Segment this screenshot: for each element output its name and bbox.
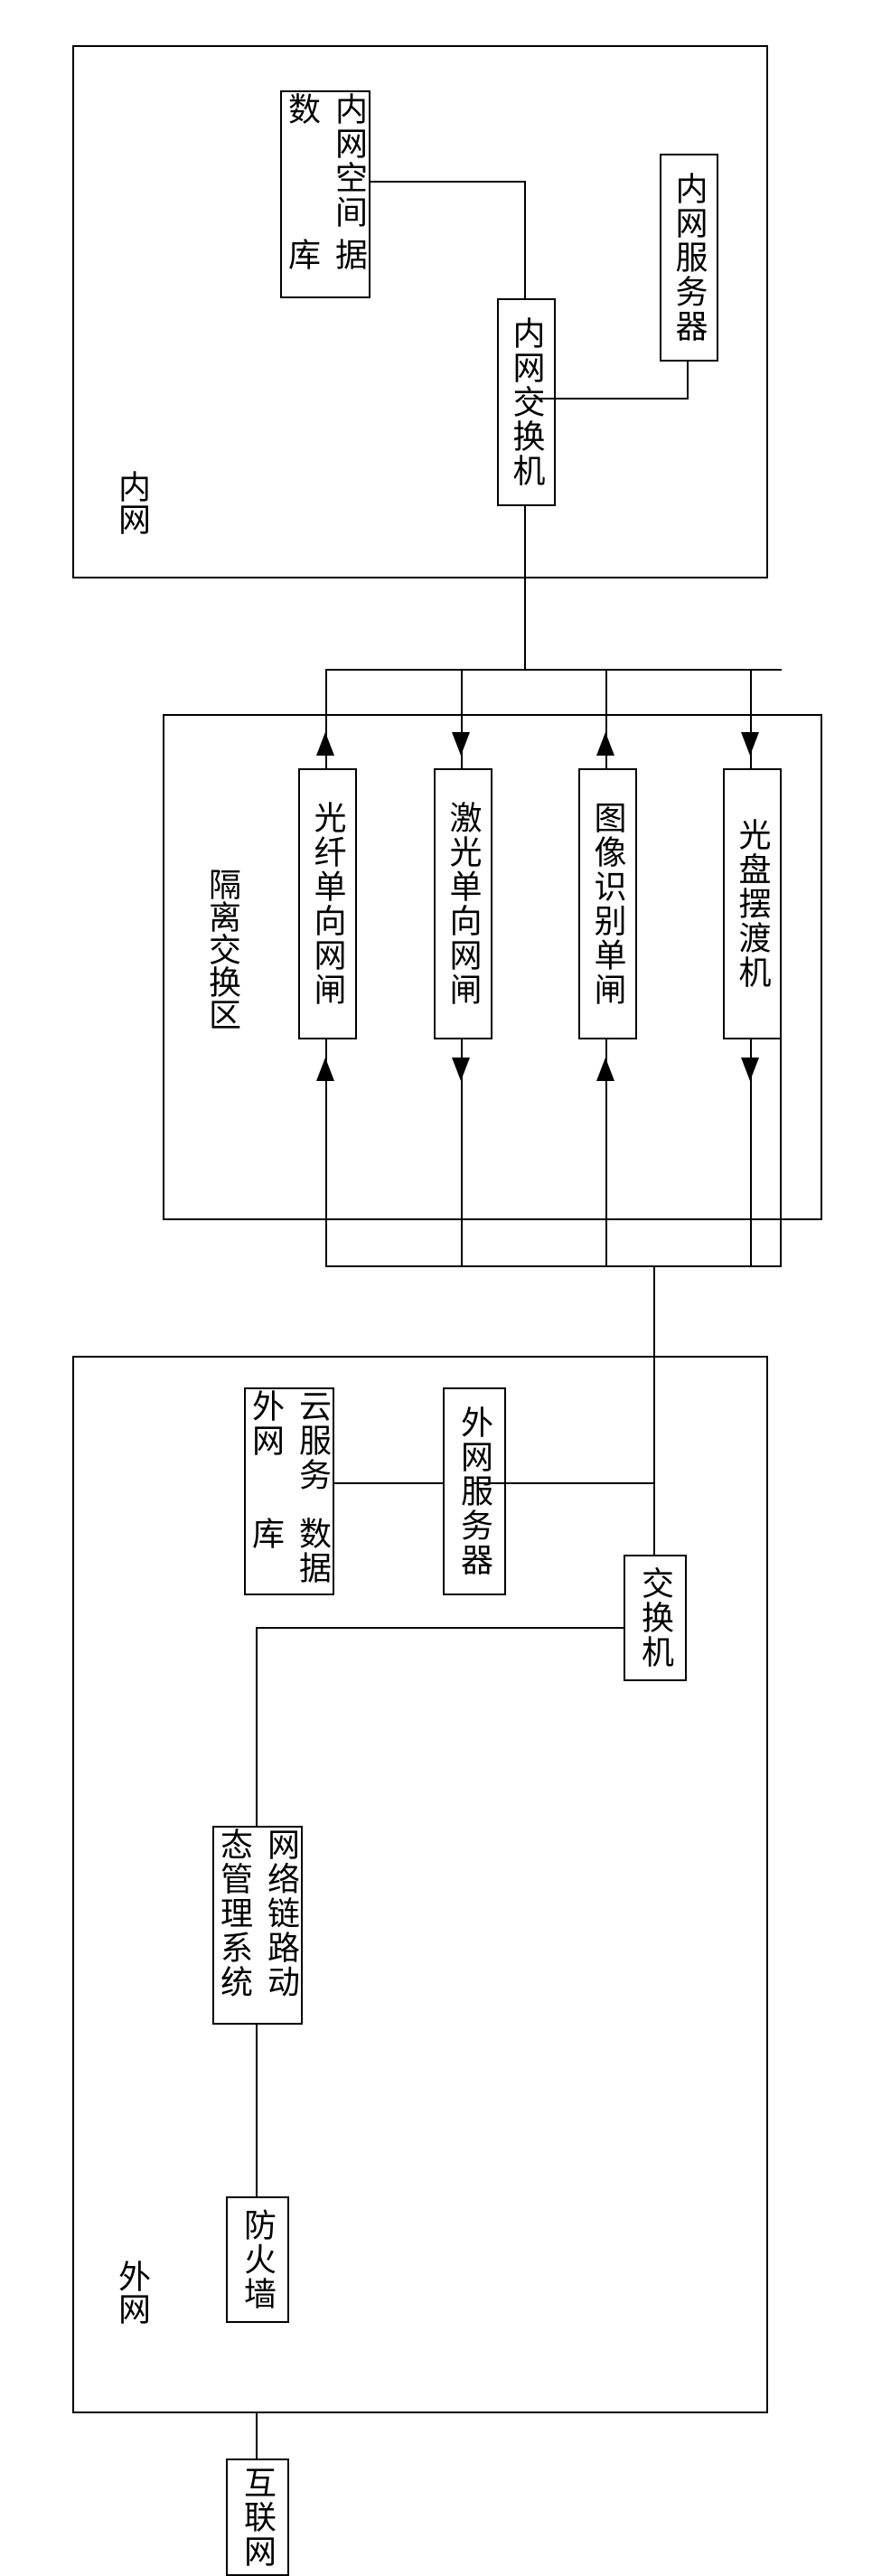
internal-zone-label: 内网 xyxy=(108,470,155,535)
line-extserver-h xyxy=(473,1482,655,1484)
fiber-arrow-bot xyxy=(316,732,334,756)
ext-server-node: 外网服务器 xyxy=(443,1387,506,1595)
line-switch-to-isolation xyxy=(653,1265,655,1555)
firewall-node: 防火墙 xyxy=(226,2196,289,2323)
isolation-bottom-bus xyxy=(325,1265,782,1267)
isolation-top-bus xyxy=(325,669,782,671)
cloud-db-node: 云服务外网数据库 xyxy=(244,1387,334,1595)
line-linkmgmt-toswitch-h xyxy=(256,1627,624,1629)
isolation-zone-label: 隔离交换区 xyxy=(199,868,246,1030)
link-mgmt-node: 网络链路动态管理系统 xyxy=(212,1826,303,2025)
external-zone-border xyxy=(72,1356,768,2413)
external-zone-label: 外网 xyxy=(108,2260,155,2325)
fiber-arrow-top xyxy=(316,1058,334,1081)
line-intswitch-intserver-h xyxy=(524,398,687,400)
line-intdb-down xyxy=(524,181,526,298)
img-arrow-top xyxy=(596,732,614,756)
internet-node: 互联网 xyxy=(226,2458,289,2576)
laser-gate-node: 激光单向网闸 xyxy=(434,768,492,1039)
img-gate-node: 图像识别单闸 xyxy=(578,768,637,1039)
line-internet-firewall xyxy=(256,2413,258,2458)
laser-arrow-top xyxy=(452,732,470,756)
line-intdb-h xyxy=(370,181,526,183)
int-server-node: 内网服务器 xyxy=(660,154,718,362)
disc-arrow-top xyxy=(741,732,759,756)
disc-arrow-bot xyxy=(741,1058,759,1081)
line-intserver-v xyxy=(687,362,689,400)
line-linkmgmt-switch xyxy=(256,1627,258,1826)
line-firewall-linkmgmt xyxy=(256,2025,258,2196)
disc-ferry-node: 光盘摆渡机 xyxy=(723,768,782,1039)
int-switch-node: 内网交换机 xyxy=(497,298,556,506)
bus-bottom-right xyxy=(780,1039,782,1265)
laser-arrow-bot xyxy=(452,1058,470,1081)
img-arrow-bot xyxy=(596,1058,614,1081)
fiber-gate-node: 光纤单向网闸 xyxy=(298,768,357,1039)
switch-ext-node: 交换机 xyxy=(624,1555,687,1681)
int-db-node: 内网空间数据库 xyxy=(280,90,370,298)
line-clouddb-extserver xyxy=(334,1482,443,1484)
